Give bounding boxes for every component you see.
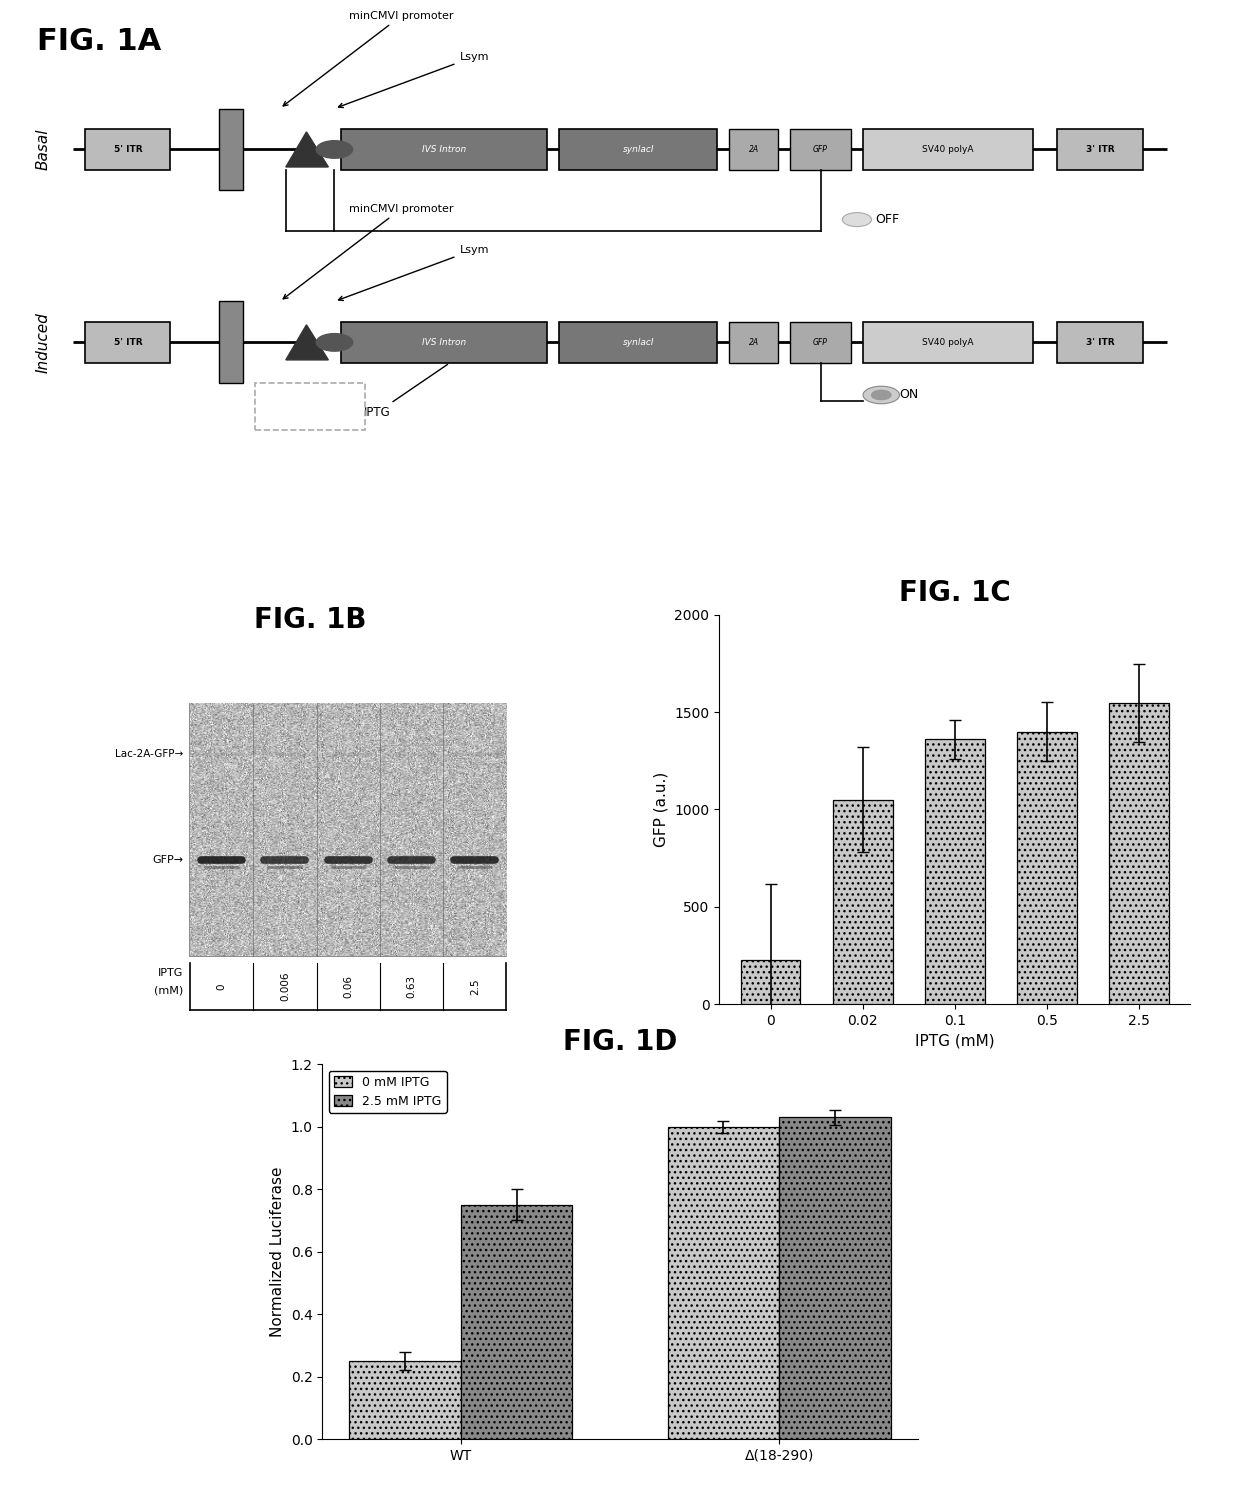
FancyBboxPatch shape [219,301,243,384]
FancyBboxPatch shape [219,108,243,190]
FancyBboxPatch shape [1058,129,1142,169]
Text: synlacI: synlacI [622,337,653,346]
Circle shape [863,387,899,403]
Bar [925,739,985,1004]
Text: 2A: 2A [749,337,759,346]
Text: 5' ITR: 5' ITR [114,337,143,346]
Bar [1017,732,1076,1004]
Text: 0.63: 0.63 [407,974,417,998]
Title: FIG. 1C: FIG. 1C [899,579,1011,607]
Title: FIG. 1D: FIG. 1D [563,1028,677,1057]
FancyBboxPatch shape [559,322,717,363]
Text: IVS Intron: IVS Intron [422,337,466,346]
Text: FIG. 1A: FIG. 1A [37,27,161,55]
Circle shape [316,141,352,159]
Text: 5' ITR: 5' ITR [114,145,143,154]
Text: synlacI: synlacI [622,145,653,154]
Text: IVS Intron: IVS Intron [422,145,466,154]
Text: Induced: Induced [35,312,51,373]
FancyBboxPatch shape [341,129,547,169]
Text: SV40 polyA: SV40 polyA [923,337,973,346]
X-axis label: IPTG (mM): IPTG (mM) [915,1034,994,1049]
Y-axis label: Normalized Luciferase: Normalized Luciferase [270,1166,285,1337]
Bar [833,800,893,1004]
Y-axis label: GFP (a.u.): GFP (a.u.) [653,772,668,847]
Legend: 0 mM IPTG, 2.5 mM IPTG: 0 mM IPTG, 2.5 mM IPTG [329,1070,446,1112]
Circle shape [842,213,872,226]
Text: OFF: OFF [875,213,899,226]
Text: minCMVI promoter: minCMVI promoter [283,10,454,106]
Text: 0: 0 [217,983,227,989]
Text: GFP→: GFP→ [153,856,184,865]
Text: 3' ITR: 3' ITR [1086,145,1115,154]
Text: 2.5: 2.5 [470,979,480,995]
Text: IPTG: IPTG [363,364,448,420]
Text: ON: ON [899,388,919,402]
FancyBboxPatch shape [729,322,777,363]
Text: Lsym: Lsym [339,52,489,108]
Text: GFP: GFP [813,337,828,346]
Text: Basal: Basal [35,129,51,171]
Text: GFP: GFP [813,145,828,154]
Text: 0.006: 0.006 [280,971,290,1001]
FancyBboxPatch shape [863,322,1033,363]
FancyBboxPatch shape [190,705,506,956]
FancyBboxPatch shape [790,129,851,169]
Polygon shape [285,325,329,360]
FancyBboxPatch shape [729,129,777,169]
FancyBboxPatch shape [86,322,170,363]
Bar [779,1117,890,1439]
FancyBboxPatch shape [1058,322,1142,363]
FancyBboxPatch shape [790,322,851,363]
Text: FIG. 1B: FIG. 1B [254,606,366,634]
Circle shape [316,334,352,351]
Text: 2A: 2A [749,145,759,154]
FancyBboxPatch shape [559,129,717,169]
Bar [350,1361,461,1439]
Bar [461,1205,572,1439]
Circle shape [872,390,892,400]
Bar [740,959,801,1004]
Text: Lac-2A-GFP→: Lac-2A-GFP→ [115,750,184,760]
FancyBboxPatch shape [86,129,170,169]
FancyBboxPatch shape [863,129,1033,169]
Text: SV40 polyA: SV40 polyA [923,145,973,154]
Bar [668,1127,779,1439]
Polygon shape [285,132,329,166]
Text: 3' ITR: 3' ITR [1086,337,1115,346]
Text: Lsym: Lsym [339,244,489,300]
Text: 0.06: 0.06 [343,974,353,998]
Bar [1109,703,1169,1004]
Text: IPTG: IPTG [157,968,184,979]
FancyBboxPatch shape [341,322,547,363]
Text: (mM): (mM) [154,986,184,995]
Text: minCMVI promoter: minCMVI promoter [283,204,454,298]
